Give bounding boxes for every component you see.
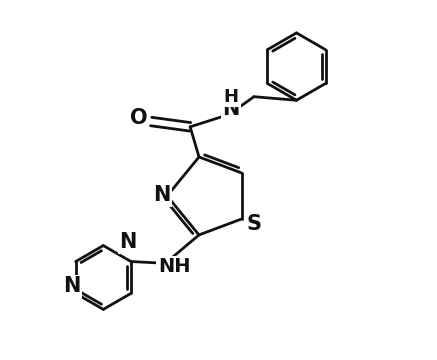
Text: S: S	[246, 214, 261, 234]
Text: N: N	[222, 99, 239, 119]
Text: N: N	[153, 185, 170, 205]
Text: H: H	[223, 88, 239, 106]
Text: NH: NH	[158, 257, 191, 276]
Text: O: O	[130, 108, 148, 128]
Text: N: N	[119, 232, 137, 252]
Text: N: N	[63, 276, 80, 296]
